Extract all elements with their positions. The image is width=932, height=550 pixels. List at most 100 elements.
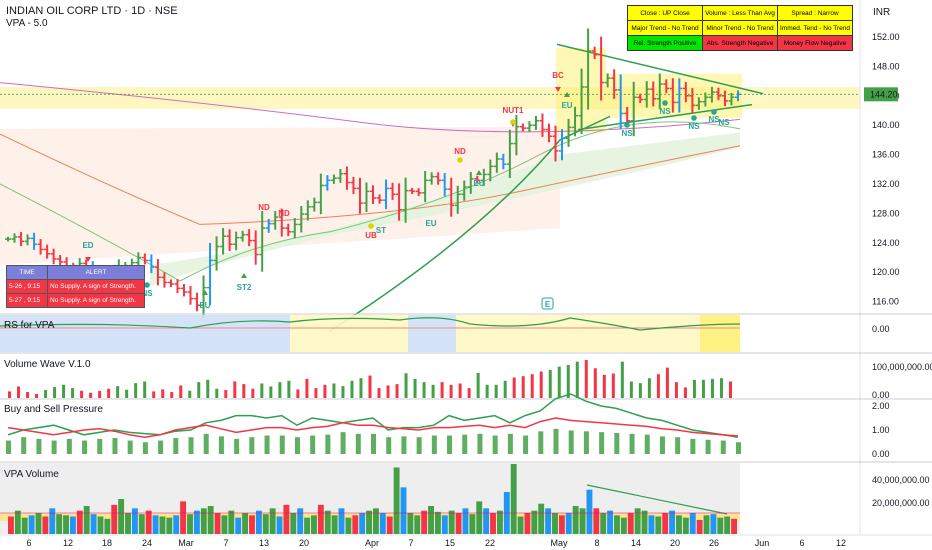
volume-wave-bar (629, 381, 633, 398)
time-tick-label: Jun (755, 538, 770, 548)
pressure-bar (127, 440, 133, 454)
pressure-bar (21, 437, 27, 454)
volume-wave-bar (161, 389, 165, 398)
lower-triangle-line (577, 103, 753, 131)
vpa-volume-bar (421, 510, 428, 534)
volume-wave-bar (530, 374, 534, 398)
rs-line (0, 317, 741, 331)
vpa-volume-bar (14, 510, 21, 534)
pressure-bar (507, 433, 513, 454)
volume-wave-bar (134, 383, 138, 398)
signal-up-arrow (241, 273, 247, 278)
earnings-marker-label: E (545, 300, 551, 309)
vpa-volume-bar (393, 467, 400, 534)
vpa-volume-bar (600, 513, 607, 534)
currency-label[interactable]: INR (873, 7, 891, 18)
status-cell: Money Flow Negative (777, 35, 853, 51)
status-cell: Close : UP Close (627, 5, 703, 21)
upper-triangle-line (556, 43, 764, 95)
vpa-volume-bar (462, 508, 469, 534)
vpa-volume-bar (724, 516, 731, 534)
pressure-bar (492, 435, 498, 454)
time-tick-label: 7 (223, 538, 228, 548)
status-table: Close : UP Close Volume : Less Than Avg … (627, 5, 853, 51)
vpa-volume-bar (200, 508, 207, 534)
vpa-volume-bar (552, 513, 558, 534)
volume-wave-bar (602, 374, 606, 398)
volume-wave-bar (260, 383, 264, 398)
volume-wave-bar (44, 390, 48, 398)
price-tick-label: 140.00 (872, 120, 900, 130)
volume-wave-bar (683, 387, 687, 398)
pressure-bar (720, 440, 726, 454)
volume-wave-bar (413, 378, 417, 398)
signal-label: BC (552, 71, 564, 80)
volume-wave-bar (395, 384, 399, 398)
volume-wave-bar (89, 392, 93, 398)
volume-wave-bar (350, 380, 354, 398)
volume-wave-bar (512, 377, 516, 398)
rs-zone (290, 315, 408, 352)
vpa-volume-bar (517, 516, 524, 534)
price-tick-label: 124.00 (872, 238, 900, 248)
vpa-volume-bar (345, 517, 352, 534)
pressure-bar (249, 437, 255, 454)
vpa-volume-bar (359, 513, 366, 534)
signal-label: EU (199, 301, 210, 310)
vpa-volume-bar (620, 517, 627, 534)
signal-label: ST2 (237, 283, 252, 292)
volume-wave-bar (125, 389, 129, 398)
pressure-bar (568, 430, 574, 454)
vpa-volume-bar (379, 513, 386, 534)
volume-wave-bar (557, 366, 561, 398)
pressure-bar (401, 436, 407, 454)
pressure-bar (675, 437, 681, 454)
volume-wave-bar (305, 378, 309, 398)
time-tick-label: 12 (836, 538, 846, 548)
volume-wave-bar (620, 361, 624, 398)
pressure-bar (218, 436, 224, 454)
volume-wave-bar (449, 384, 453, 398)
time-tick-label: 24 (142, 538, 152, 548)
pressure-tick-label: 0.00 (872, 449, 890, 459)
volume-wave-bar (179, 385, 183, 398)
vpa-volume-bar (428, 506, 434, 534)
vpa-volume-bar (483, 508, 490, 534)
price-tick-label: 116.00 (872, 297, 899, 307)
vpa-volume-bar (317, 504, 324, 534)
pressure-bar (629, 433, 635, 454)
status-row: Rel. Strength Positive Abs. Strength Neg… (627, 35, 853, 51)
status-row: Major Trend - No Trend Minor Trend - No … (627, 20, 853, 36)
volume-wave-bar (224, 390, 228, 398)
pressure-bar (51, 440, 57, 454)
vpa-volume-bar (159, 516, 166, 534)
alert-time: 5-27 , 9:15 (6, 293, 48, 308)
vpa-volume-bar (538, 503, 545, 534)
pressure-bar (599, 432, 605, 454)
price-tick-label: 120.00 (872, 267, 900, 277)
signal-label: NS (718, 118, 730, 127)
status-cell: Rel. Strength Positive (627, 35, 703, 51)
signal-down-arrow (85, 257, 91, 262)
alert-row: 5-27 , 9:15 No Supply. A sign of Strengt… (6, 293, 145, 308)
chart-title: INDIAN OIL CORP LTD · 1D · NSE (6, 5, 178, 17)
pressure-bar (97, 438, 103, 454)
vpa-volume-bar (42, 516, 49, 534)
sell-pressure-line (7, 417, 739, 438)
vpa-volume-bar (579, 508, 586, 534)
volume-wave-bar (116, 386, 120, 398)
vpa-volume-bar (669, 510, 676, 534)
signal-label: NUT1 (503, 106, 524, 115)
status-cell: Immed. Tend - No Trend (777, 20, 853, 36)
vpa-volume-bar (524, 513, 531, 534)
vpa-volume-bar (49, 508, 56, 534)
vpa-volume-bar (290, 513, 297, 534)
volume-wave-bar (422, 382, 426, 398)
time-tick-label: 22 (485, 538, 495, 548)
volume-wave-bar (674, 382, 678, 398)
pressure-bar (690, 438, 696, 454)
price-tick-label: 136.00 (872, 150, 900, 160)
volume-wave-bar (638, 383, 642, 398)
time-tick-label: 20 (299, 538, 309, 548)
volume-wave-bar (485, 384, 489, 398)
